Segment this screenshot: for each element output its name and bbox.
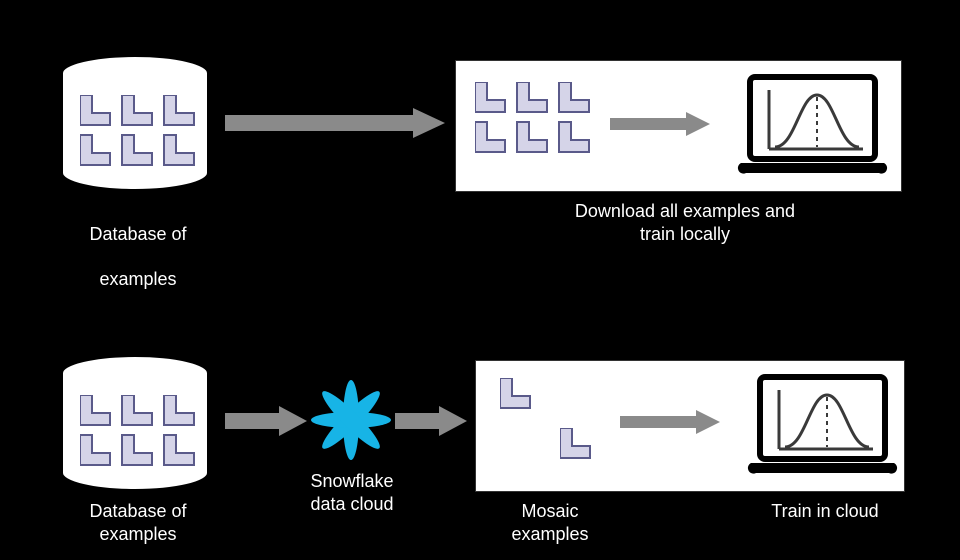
- examples-grid-row1-panel: [475, 82, 605, 162]
- small-arrow-row1: [610, 112, 710, 136]
- caption-mosaic: Mosaic examples: [495, 500, 605, 545]
- diagram-stage: Database of examples Download all exampl…: [0, 0, 960, 560]
- caption-db-row2: Database of examples: [68, 500, 208, 545]
- arrow-row2-a: [225, 406, 307, 436]
- caption-db-row1: Database of examples: [68, 200, 208, 290]
- caption-all-row1: Download all examples and train locally: [525, 200, 845, 245]
- caption-train-row2: Train in cloud: [740, 500, 910, 523]
- arrow-row1: [225, 108, 445, 138]
- arrow-row2-b: [395, 406, 467, 436]
- examples-grid-row1-db: [80, 95, 210, 175]
- caption-db-row1-text2: examples: [99, 269, 176, 289]
- snowflake-icon: [310, 379, 392, 461]
- mosaic-shape-a: [500, 378, 534, 412]
- mosaic-shape-b: [560, 428, 594, 462]
- laptop-row1: [735, 73, 890, 178]
- caption-db-row1-text: Database of: [89, 224, 186, 244]
- examples-grid-row2-db: [80, 395, 210, 475]
- caption-snowflake: Snowflake data cloud: [302, 470, 402, 515]
- small-arrow-row2: [620, 410, 720, 434]
- laptop-row2: [745, 373, 900, 478]
